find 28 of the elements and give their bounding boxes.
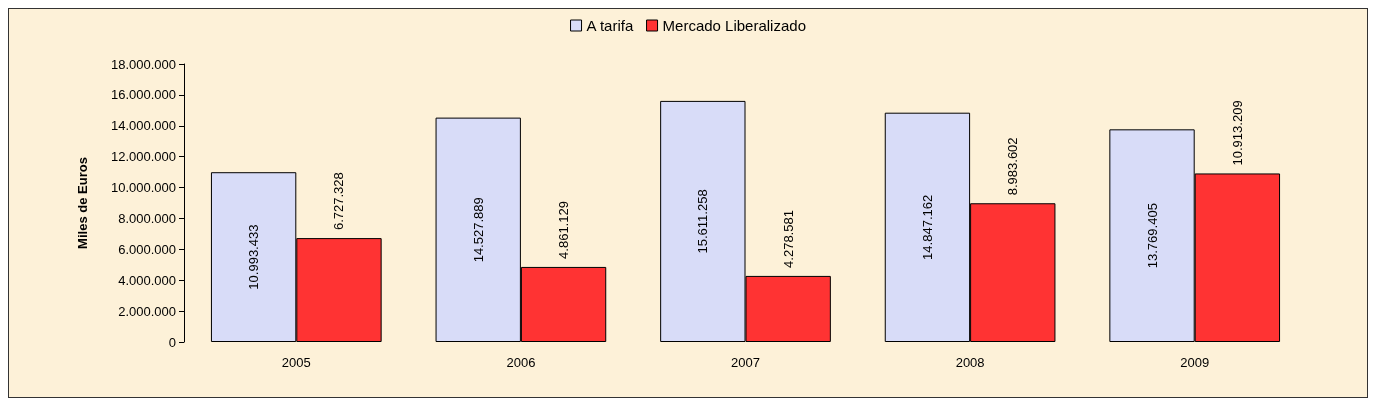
data-label: 4.861.129 [556, 201, 572, 259]
y-tick-label: 14.000.000 [110, 118, 176, 134]
legend-label: A tarifa [586, 17, 634, 34]
data-label: 13.769.405 [1144, 203, 1160, 269]
x-tick-label: 2007 [731, 355, 760, 370]
y-tick-label: 6.000.000 [118, 241, 176, 257]
y-tick-label: 12.000.000 [110, 149, 176, 165]
data-label: 14.847.162 [919, 194, 935, 260]
y-tick-label: 18.000.000 [110, 56, 176, 72]
y-tick-label: 8.000.000 [118, 210, 176, 226]
data-label: 10.993.433 [246, 224, 262, 290]
y-tick-label: 0 [168, 334, 176, 350]
x-tick-label: 2005 [281, 355, 311, 370]
x-tick-label: 2009 [1180, 355, 1210, 370]
data-label: 14.527.889 [470, 197, 486, 263]
y-tick-label: 2.000.000 [118, 303, 176, 319]
y-tick-label: 16.000.000 [110, 87, 176, 103]
x-tick-label: 2006 [506, 355, 536, 370]
x-tick-label: 2008 [955, 355, 985, 370]
data-label: 4.278.581 [780, 210, 796, 268]
data-label: 10.913.209 [1229, 100, 1245, 166]
y-tick-label: 10.000.000 [110, 180, 176, 196]
data-label: 6.727.328 [331, 172, 347, 231]
data-label: 15.611.258 [695, 189, 711, 254]
y-tick-label: 4.000.000 [118, 272, 176, 288]
y-axis-title: Miles de Euros [75, 157, 90, 249]
legend-label: Mercado Liberalizado [662, 17, 806, 34]
data-label: 8.983.602 [1005, 137, 1021, 196]
